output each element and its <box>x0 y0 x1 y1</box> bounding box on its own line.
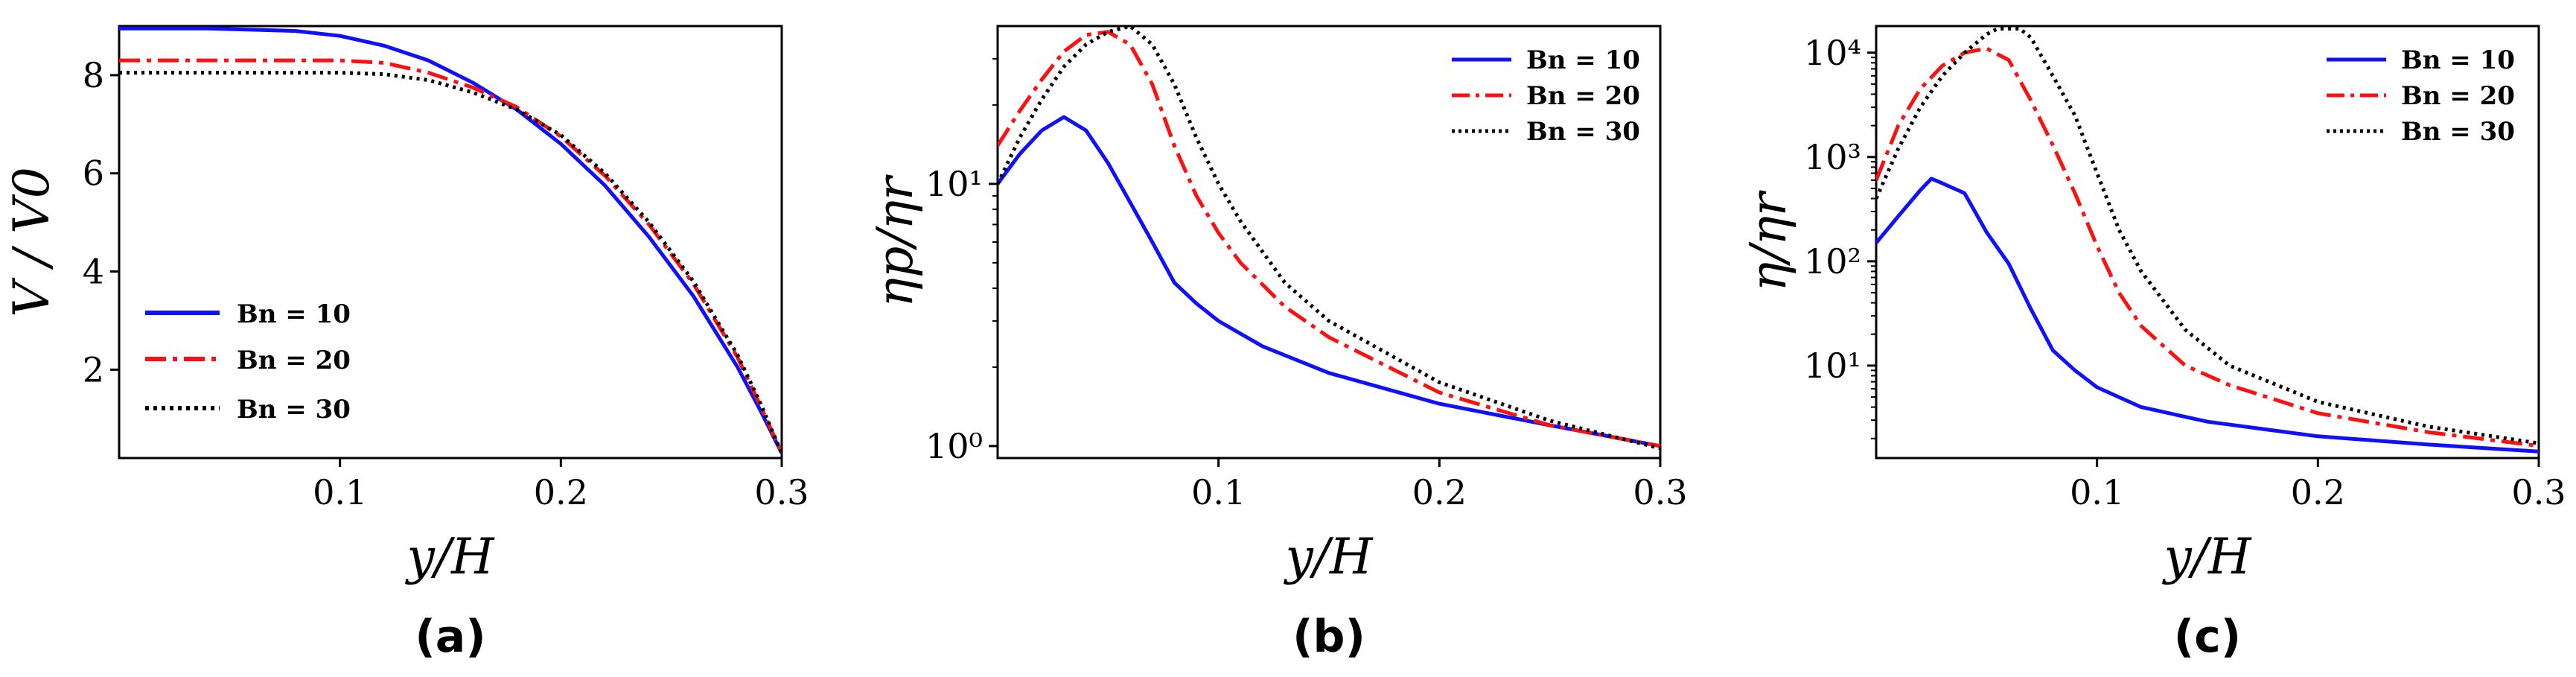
panel-b: 0.1 0.2 0.3 10⁰ 10¹ ηp/ηr y/H (b) Bn = 10 Bn… <box>867 25 1688 663</box>
panel-label: (c) <box>2174 611 2241 663</box>
series-line-bn20 <box>998 30 1660 448</box>
x-axis-label: y/H <box>2161 528 2252 585</box>
legend-label-bn20: Bn = 20 <box>237 346 351 375</box>
y-tick-label: 10⁴ <box>1804 33 1861 73</box>
y-tick-label: 10¹ <box>1804 346 1861 386</box>
legend: Bn = 10 Bn = 20 Bn = 30 <box>2315 37 2531 164</box>
x-tick-label: 0.1 <box>1191 472 1246 512</box>
legend-label-bn30: Bn = 30 <box>2401 117 2515 147</box>
panel-label: (b) <box>1292 611 1365 663</box>
x-tick-label: 0.1 <box>2070 472 2124 512</box>
plot-frame <box>118 25 783 460</box>
y-tick-label: 10¹ <box>925 164 983 204</box>
series-line-bn10 <box>998 115 1660 448</box>
x-axis-label: y/H <box>1283 528 1374 585</box>
legend: Bn = 10 Bn = 20 Bn = 30 <box>133 289 393 445</box>
x-tick-label: 0.3 <box>754 472 809 512</box>
series-line-bn30 <box>998 26 1660 451</box>
legend-label-bn10: Bn = 10 <box>2401 45 2515 75</box>
y-tick-label: 8 <box>83 55 104 95</box>
y-tick-label: 2 <box>83 349 104 390</box>
y-tick-label: 6 <box>83 153 104 194</box>
legend-label-bn30: Bn = 30 <box>1526 117 1640 147</box>
legend-label-bn10: Bn = 10 <box>237 299 351 329</box>
x-tick-label: 0.2 <box>2291 472 2345 512</box>
y-tick-label: 10³ <box>1804 137 1861 177</box>
legend-label-bn10: Bn = 10 <box>1526 45 1640 75</box>
y-axis-label: ηp/ηr <box>867 174 924 308</box>
x-tick-label: 0.2 <box>534 472 588 512</box>
panel-a: 0.1 0.2 0.3 2 4 6 8 V / V0 y/H (a) Bn = 10 Bn … <box>3 25 809 663</box>
series-line-bn20 <box>119 58 782 454</box>
x-tick-label: 0.3 <box>2511 472 2566 512</box>
y-axis-label: η/ηr <box>1740 190 1797 291</box>
legend-label-bn20: Bn = 20 <box>1526 81 1640 111</box>
y-axis-label: V / V0 <box>3 167 60 317</box>
legend: Bn = 10 Bn = 20 Bn = 30 <box>1437 37 1653 164</box>
panel-c: 0.1 0.2 0.3 10¹ 10² 10³ 10⁴ η/ηr y/H (c) Bn = … <box>1740 25 2566 663</box>
x-tick-label: 0.2 <box>1412 472 1467 512</box>
y-tick-label: 10⁰ <box>925 426 983 466</box>
legend-label-bn20: Bn = 20 <box>2401 81 2515 111</box>
panel-label: (a) <box>415 611 485 663</box>
legend-label-bn30: Bn = 30 <box>237 395 351 425</box>
series-line-bn20 <box>1876 46 2539 448</box>
series-line-bn30 <box>119 71 782 454</box>
x-tick-label: 0.1 <box>313 472 367 512</box>
series-line-bn10 <box>1876 177 2539 454</box>
x-tick-label: 0.3 <box>1633 472 1687 512</box>
y-tick-label: 4 <box>83 252 104 292</box>
y-tick-label: 10² <box>1804 241 1861 282</box>
x-axis-label: y/H <box>404 528 495 585</box>
